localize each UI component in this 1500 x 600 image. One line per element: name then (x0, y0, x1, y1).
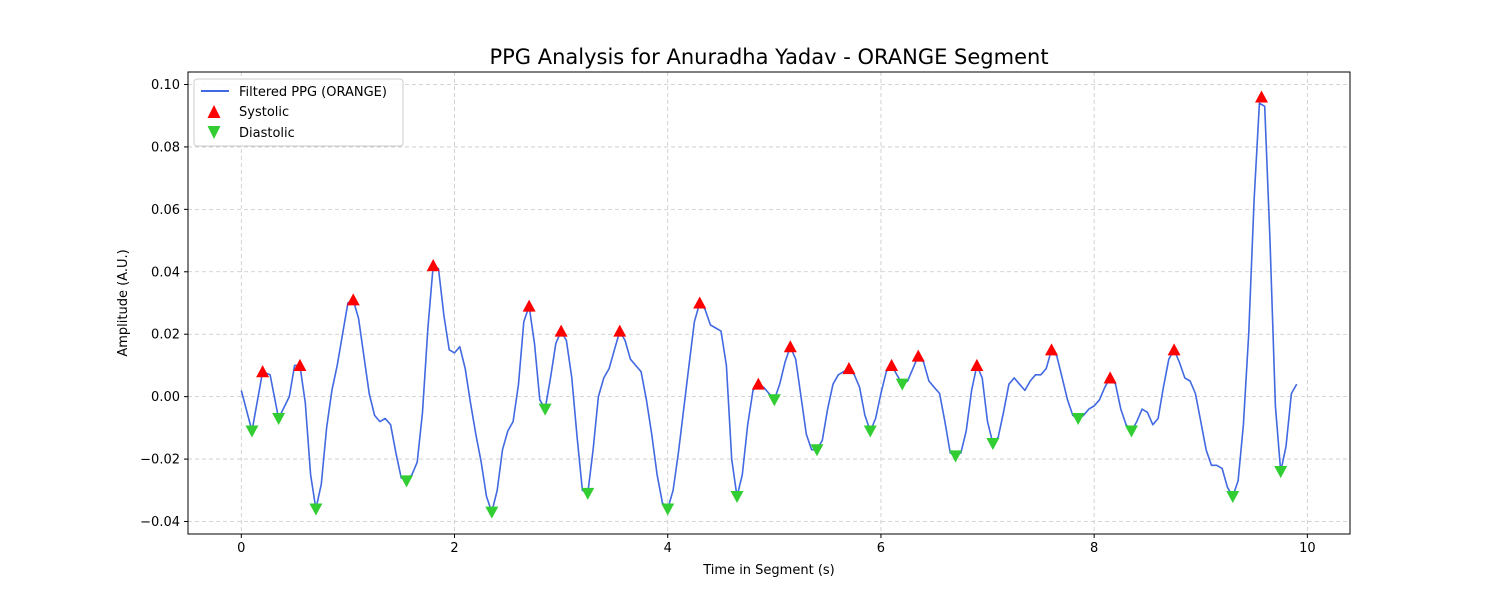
y-tick-label: 0.02 (151, 328, 180, 343)
y-tick-label: −0.02 (140, 453, 180, 468)
diastolic-marker (245, 425, 259, 438)
systolic-marker (522, 299, 536, 312)
y-tick-label: 0.08 (151, 140, 180, 155)
legend-diastolic-marker (207, 126, 221, 139)
plot-frame (187, 71, 1351, 535)
diastolic-marker (400, 475, 414, 488)
systolic-marker (885, 358, 899, 371)
diastolic-marker (485, 506, 499, 519)
diastolic-marker (895, 378, 909, 391)
diastolic-marker (1274, 466, 1288, 479)
filtered-ppg-line (240, 102, 1298, 513)
peak-markers (245, 90, 1288, 519)
systolic-marker (911, 349, 925, 362)
x-axis-label: Time in Segment (s) (702, 563, 834, 578)
systolic-marker (554, 324, 568, 337)
legend-label-systolic: Systolic (239, 105, 289, 120)
diastolic-marker (767, 394, 781, 407)
legend: Filtered PPG (ORANGE) Systolic Diastolic (193, 78, 404, 147)
y-tick-label: 0.10 (151, 78, 180, 93)
diastolic-marker (538, 403, 552, 416)
x-tick-label: 0 (237, 541, 245, 556)
diastolic-marker (581, 487, 595, 500)
y-tick-label: 0.06 (151, 203, 180, 218)
x-tick-label: 4 (664, 541, 672, 556)
systolic-marker (346, 293, 360, 306)
systolic-marker (842, 362, 856, 375)
y-axis-label: Amplitude (A.U.) (116, 249, 131, 356)
axis-ticks: 0 2 4 6 8 10 −0.04 −0.02 0.00 0.02 0.04 0.06 0.08 0.1… (140, 78, 1315, 556)
diastolic-marker (949, 450, 963, 463)
diastolic-marker (810, 444, 824, 457)
diastolic-marker (863, 425, 877, 438)
systolic-marker (293, 358, 307, 371)
systolic-marker (1255, 90, 1269, 103)
systolic-marker (1103, 371, 1117, 384)
systolic-marker (970, 358, 984, 371)
diastolic-marker (986, 437, 1000, 450)
diastolic-marker (661, 503, 675, 516)
systolic-marker (693, 296, 707, 309)
systolic-marker (613, 324, 627, 337)
systolic-marker (1167, 343, 1181, 356)
x-tick-label: 10 (1299, 541, 1316, 556)
systolic-marker (783, 340, 797, 353)
legend-box (193, 78, 404, 147)
systolic-marker (426, 259, 440, 272)
y-tick-label: −0.04 (140, 515, 180, 530)
x-tick-label: 6 (877, 541, 885, 556)
diastolic-marker (1124, 425, 1138, 438)
signal-series (240, 102, 1298, 513)
diastolic-marker (272, 412, 286, 425)
diastolic-marker (309, 503, 323, 516)
y-tick-label: 0.00 (151, 390, 180, 405)
diastolic-marker (730, 491, 744, 504)
x-tick-label: 2 (450, 541, 458, 556)
diastolic-marker (1226, 491, 1240, 504)
y-tick-label: 0.04 (151, 265, 180, 280)
chart-title: PPG Analysis for Anuradha Yadav - ORANGE… (489, 45, 1048, 69)
systolic-marker (1045, 343, 1059, 356)
diastolic-marker (1071, 412, 1085, 425)
legend-label-diastolic: Diastolic (239, 126, 295, 141)
x-tick-label: 8 (1090, 541, 1098, 556)
systolic-marker (751, 377, 765, 390)
legend-label-filtered-ppg: Filtered PPG (ORANGE) (239, 85, 387, 100)
systolic-marker (256, 365, 270, 378)
legend-systolic-marker (207, 105, 221, 118)
grid (188, 72, 1350, 534)
